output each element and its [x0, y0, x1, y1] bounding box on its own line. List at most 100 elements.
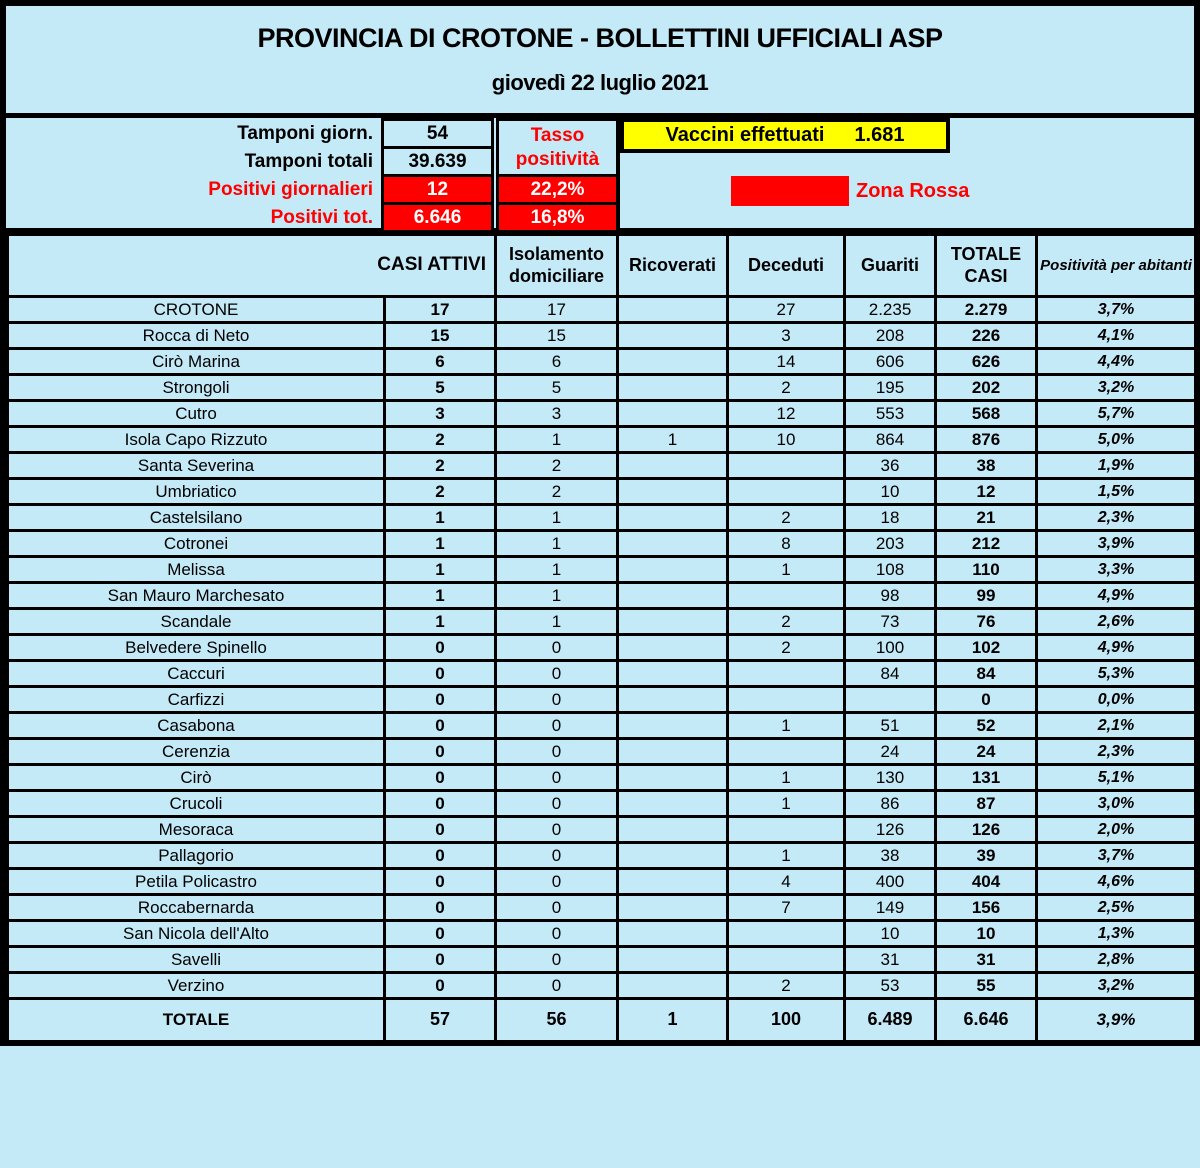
guariti-cell: 100: [843, 633, 938, 662]
casi-attivi-cell: 1: [382, 607, 498, 636]
deceduti-cell: 2: [726, 373, 847, 402]
guariti-cell: 553: [843, 399, 938, 428]
table-row: Mesoraca 0 0 126 126 2,0%: [6, 815, 1198, 844]
totale-casi-cell: 55: [934, 971, 1039, 1000]
municipality-name: Santa Severina: [6, 451, 386, 480]
positivita-cell: 5,1%: [1035, 763, 1198, 792]
deceduti-cell: 8: [726, 529, 847, 558]
col-header-guariti: Guariti: [843, 233, 938, 298]
isolamento-cell: 0: [494, 763, 620, 792]
deceduti-cell: 2: [726, 971, 847, 1000]
totale-casi-cell: 626: [934, 347, 1039, 376]
ricoverati-cell: [616, 607, 730, 636]
totale-casi-cell: 102: [934, 633, 1039, 662]
guariti-cell: 18: [843, 503, 938, 532]
totale-casi-cell: 31: [934, 945, 1039, 974]
table-row: Casabona 0 0 1 51 52 2,1%: [6, 711, 1198, 740]
isolamento-cell: 1: [494, 425, 620, 454]
municipality-name: Cerenzia: [6, 737, 386, 766]
isolamento-cell: 0: [494, 867, 620, 896]
guariti-cell: 864: [843, 425, 938, 454]
isolamento-cell: 0: [494, 945, 620, 974]
ricoverati-cell: [616, 581, 730, 610]
deceduti-cell: 3: [726, 321, 847, 350]
deceduti-cell: 2: [726, 503, 847, 532]
isolamento-cell: 0: [494, 659, 620, 688]
guariti-cell: 208: [843, 321, 938, 350]
casi-attivi-cell: 2: [382, 451, 498, 480]
zona-rossa-swatch: [731, 176, 849, 206]
guariti-cell: 149: [843, 893, 938, 922]
positivita-cell: 3,9%: [1035, 529, 1198, 558]
table-row: Melissa 1 1 1 108 110 3,3%: [6, 555, 1198, 584]
positivita-cell: 5,7%: [1035, 399, 1198, 428]
guariti-cell: 130: [843, 763, 938, 792]
bulletin-date: giovedì 22 luglio 2021: [491, 70, 709, 95]
col-header-deceduti: Deceduti: [726, 233, 847, 298]
table-row: Umbriatico 2 2 10 12 1,5%: [6, 477, 1198, 506]
isolamento-cell: 1: [494, 503, 620, 532]
totale-casi-cell: 131: [934, 763, 1039, 792]
deceduti-cell: [726, 945, 847, 974]
total-row: TOTALE 57 56 1 100 6.489 6.646 3,9%: [6, 997, 1198, 1046]
casi-attivi-cell: 0: [382, 815, 498, 844]
positivita-cell: 4,4%: [1035, 347, 1198, 376]
deceduti-cell: 27: [726, 295, 847, 324]
col-header-ricoverati: Ricoverati: [616, 233, 730, 298]
positivita-cell: 3,2%: [1035, 373, 1198, 402]
positivita-cell: 3,0%: [1035, 789, 1198, 818]
casi-attivi-cell: 1: [382, 581, 498, 610]
deceduti-cell: 1: [726, 763, 847, 792]
casi-attivi-cell: 0: [382, 945, 498, 974]
deceduti-cell: [726, 451, 847, 480]
municipality-name: Belvedere Spinello: [6, 633, 386, 662]
ricoverati-cell: [616, 867, 730, 896]
municipality-name: Isola Capo Rizzuto: [6, 425, 386, 454]
municipality-name: Caccuri: [6, 659, 386, 688]
isolamento-cell: 0: [494, 685, 620, 714]
casi-attivi-cell: 2: [382, 477, 498, 506]
tasso-giornaliero-value: 22,2%: [496, 174, 619, 205]
deceduti-cell: 12: [726, 399, 847, 428]
isolamento-cell: 0: [494, 737, 620, 766]
cases-table: CASI ATTIVI Isolamento domiciliare Ricov…: [5, 233, 1198, 1046]
vaccini-box: Vaccini effettuati 1.681: [620, 118, 950, 153]
casi-attivi-cell: 2: [382, 425, 498, 454]
municipality-name: Rocca di Neto: [6, 321, 386, 350]
total-ricoverati: 1: [616, 997, 730, 1046]
table-row: Crucoli 0 0 1 86 87 3,0%: [6, 789, 1198, 818]
isolamento-cell: 2: [494, 451, 620, 480]
table-row: Castelsilano 1 1 2 18 21 2,3%: [6, 503, 1198, 532]
isolamento-cell: 0: [494, 919, 620, 948]
totale-casi-cell: 12: [934, 477, 1039, 506]
casi-attivi-cell: 0: [382, 789, 498, 818]
table-row: Savelli 0 0 31 31 2,8%: [6, 945, 1198, 974]
positivita-cell: 2,6%: [1035, 607, 1198, 636]
ricoverati-cell: [616, 789, 730, 818]
positivita-cell: 1,5%: [1035, 477, 1198, 506]
guariti-cell: 53: [843, 971, 938, 1000]
totale-casi-cell: 404: [934, 867, 1039, 896]
isolamento-cell: 15: [494, 321, 620, 350]
ricoverati-cell: [616, 451, 730, 480]
casi-attivi-cell: 15: [382, 321, 498, 350]
municipality-name: Strongoli: [6, 373, 386, 402]
ricoverati-cell: [616, 945, 730, 974]
table-header-row: CASI ATTIVI Isolamento domiciliare Ricov…: [5, 233, 1198, 298]
col-header-isolamento: Isolamento domiciliare: [494, 233, 620, 298]
tamponi-giorn-value: 54: [381, 118, 494, 149]
totale-casi-cell: 126: [934, 815, 1039, 844]
positivita-cell: 3,7%: [1035, 841, 1198, 870]
deceduti-cell: [726, 919, 847, 948]
ricoverati-cell: [616, 815, 730, 844]
table-row: San Mauro Marchesato 1 1 98 99 4,9%: [6, 581, 1198, 610]
totale-casi-cell: 21: [934, 503, 1039, 532]
col-header-positivita: Positività per abitanti: [1035, 233, 1198, 298]
table-row: Verzino 0 0 2 53 55 3,2%: [6, 971, 1198, 1000]
table-row: Rocca di Neto 15 15 3 208 226 4,1%: [6, 321, 1198, 350]
guariti-cell: 195: [843, 373, 938, 402]
casi-attivi-cell: 0: [382, 711, 498, 740]
casi-attivi-cell: 3: [382, 399, 498, 428]
municipality-name: Verzino: [6, 971, 386, 1000]
deceduti-cell: [726, 659, 847, 688]
